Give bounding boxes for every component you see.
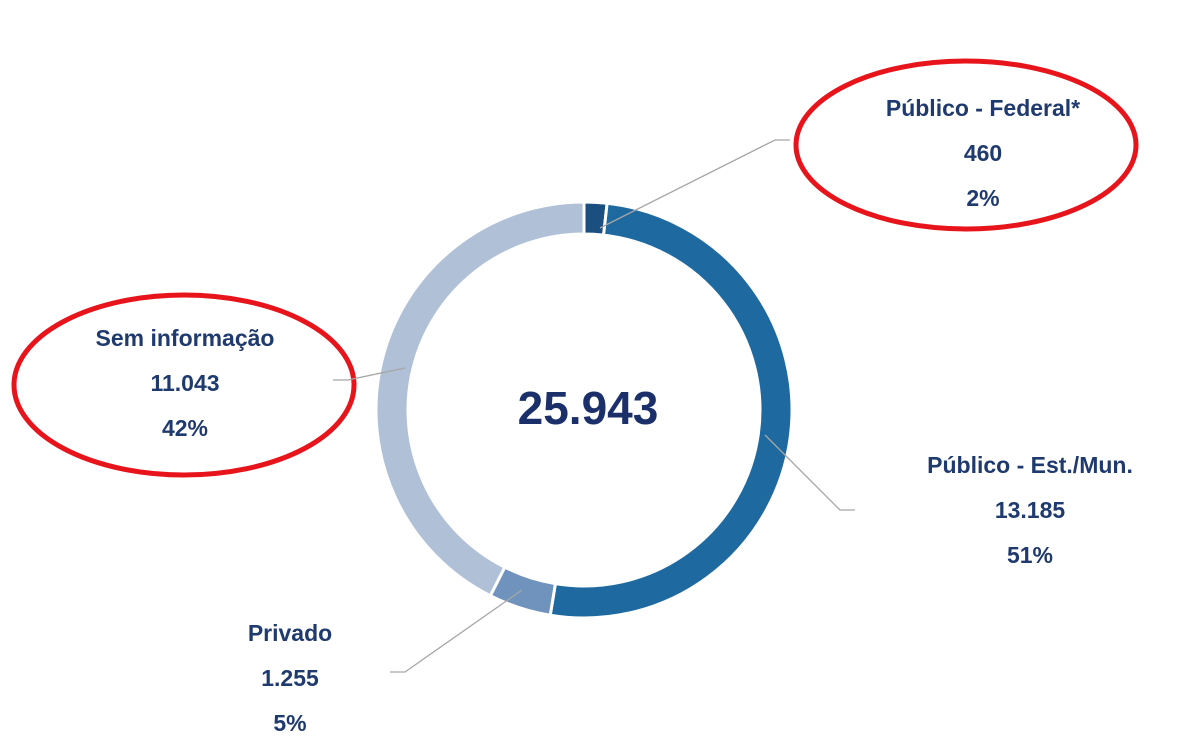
donut-segment <box>374 200 586 598</box>
leader-line <box>390 589 523 673</box>
category-label: Sem informação <box>96 325 275 351</box>
highlight-ellipse <box>793 58 1139 232</box>
value-label: 13.185 <box>995 497 1066 523</box>
leader-line <box>599 139 790 229</box>
leader-line <box>333 367 406 381</box>
value-label: 11.043 <box>150 370 219 396</box>
leader-line <box>764 434 855 511</box>
percent-label: 2% <box>966 185 999 211</box>
percent-label: 5% <box>273 710 306 736</box>
category-label: Público - Est./Mun. <box>927 452 1133 478</box>
highlight-ellipse <box>11 292 357 478</box>
percent-label: 42% <box>162 415 208 441</box>
value-label: 1.255 <box>261 665 319 691</box>
center-total: 25.943 <box>518 382 659 434</box>
category-label: Privado <box>248 620 332 646</box>
donut-segment <box>548 201 794 620</box>
percent-label: 51% <box>1007 542 1053 568</box>
value-label: 460 <box>964 140 1002 166</box>
category-label: Público - Federal* <box>886 95 1080 121</box>
